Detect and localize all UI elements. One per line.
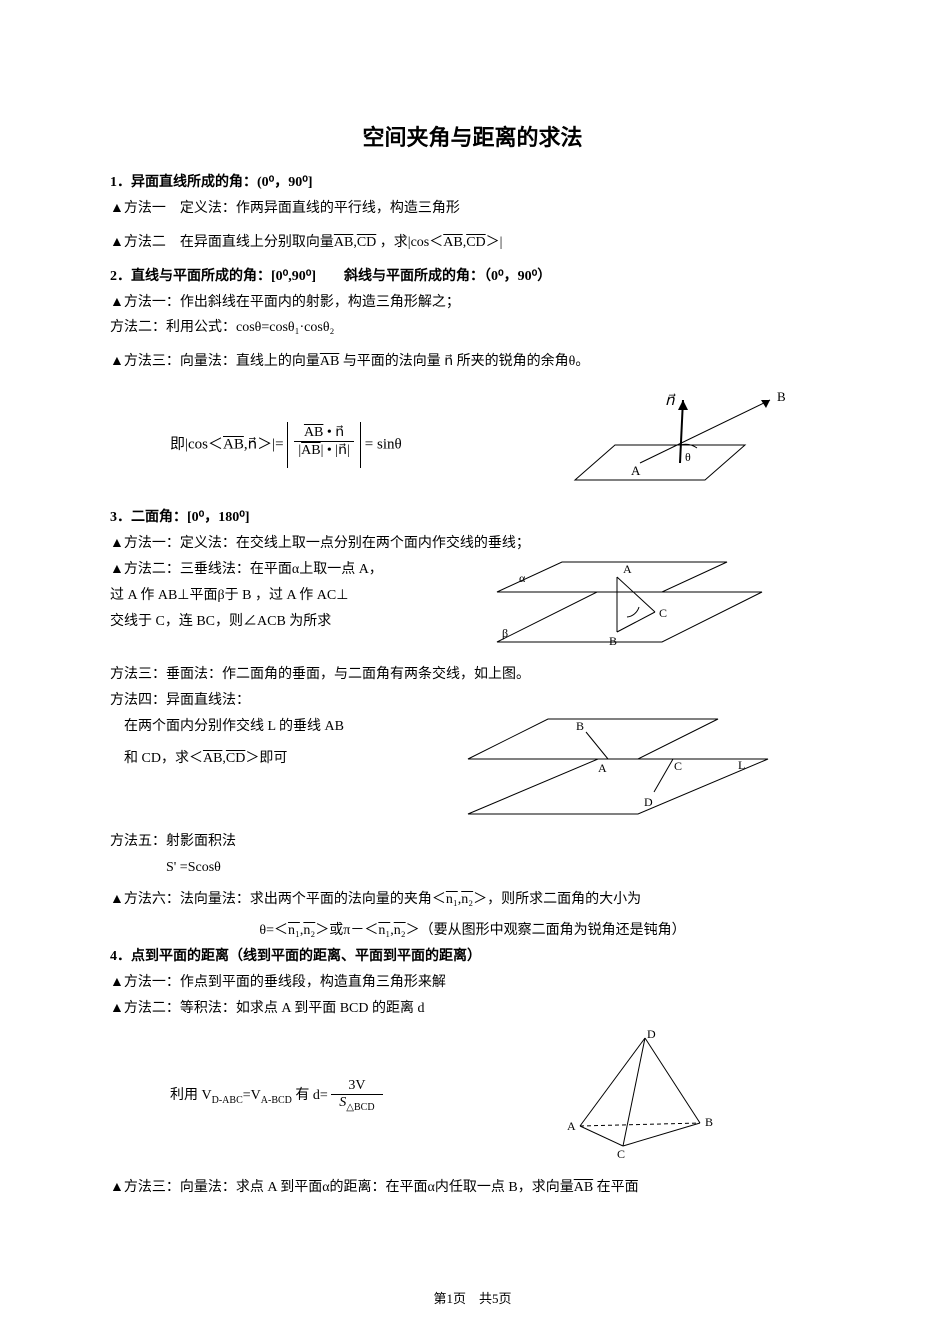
sec1-m1: ▲方法一 定义法：作两异面直线的平行线，构造三角形 bbox=[110, 196, 835, 222]
fig3-label-L: L bbox=[738, 758, 745, 772]
fig3-label-A: A bbox=[598, 761, 607, 775]
fig1-label-theta: θ bbox=[685, 450, 691, 464]
sec3-m6c-d: ＞（要从图形中观察二面角为锐角还是钝角） bbox=[406, 923, 686, 938]
sec3-m4b: 和 CD，求＜AB,CD＞即可 bbox=[110, 746, 458, 772]
sec2-frac-bot-a: AB bbox=[301, 443, 320, 458]
sec3-m6c-v4: n₂ bbox=[394, 923, 406, 938]
fig3-label-C: C bbox=[674, 759, 682, 773]
sec4-equation: 利用 VD-ABC=VA-BCD 有 d= 3V S△BCD bbox=[110, 1078, 545, 1113]
sec4-eq-c: 有 d= bbox=[292, 1088, 328, 1103]
sec1-m2b: ，求|cos＜ bbox=[376, 235, 443, 250]
sec3-m4b-v2: CD bbox=[226, 751, 245, 766]
sec1-heading: 1．异面直线所成的角：(0⁰，90⁰] bbox=[110, 170, 835, 196]
sec3-m3: 方法三：垂面法：作二面角的垂面，与二面角有两条交线，如上图。 bbox=[110, 662, 835, 688]
figure-4: D A B C bbox=[545, 1028, 745, 1158]
sec2-eq-vec1: AB bbox=[223, 437, 244, 453]
sec4-frac-top: 3V bbox=[331, 1078, 382, 1095]
sec3-m6c-v3: n₁ bbox=[378, 923, 390, 938]
fig1-label-n: n⃗ bbox=[665, 393, 677, 409]
sec3-m6c: θ=＜n₁,n₂＞或π－＜n₁,n₂＞（要从图形中观察二面角为锐角还是钝角） bbox=[110, 918, 835, 944]
figure-3: B A C D L bbox=[458, 714, 778, 824]
sec3-m6-v2: n₂ bbox=[461, 892, 473, 907]
sec2-eq-right: = sinθ bbox=[365, 437, 402, 453]
sec1-m2-vec2: CD bbox=[357, 235, 376, 250]
fig4-label-D: D bbox=[647, 1027, 656, 1041]
sec4-frac-bot-sub: △BCD bbox=[346, 1102, 374, 1113]
sec3-m4b-v1: AB bbox=[203, 751, 222, 766]
sec4-m1: ▲方法一：作点到平面的垂线段，构造直角三角形来解 bbox=[110, 970, 835, 996]
sec4-m3-vec: AB bbox=[574, 1180, 593, 1195]
sec3-m4a: 在两个面内分别作交线 L 的垂线 AB bbox=[110, 714, 458, 740]
fig2-label-B: B bbox=[609, 634, 617, 648]
fig1-label-B: B bbox=[777, 389, 786, 404]
fig2-label-C: C bbox=[659, 606, 667, 620]
sec2-frac-top-b: • n⃗ bbox=[323, 425, 344, 440]
sec2-frac-bot-b: | • |n⃗| bbox=[321, 443, 350, 458]
fig3-label-B: B bbox=[576, 719, 584, 733]
sec2-m3: ▲方法三：向量法：直线上的向量AB 与平面的法向量 n⃗ 所夹的锐角的余角θ。 bbox=[110, 349, 835, 375]
sec3-m6c-v2: n₂ bbox=[303, 923, 315, 938]
fig1-label-A: A bbox=[631, 463, 641, 478]
figure-2: α β A B C bbox=[487, 557, 787, 657]
sec3-m2a: ▲方法二：三垂线法：在平面α上取一点 A， bbox=[110, 557, 487, 583]
sec2-frac-top-a: AB bbox=[304, 425, 323, 440]
sec4-m2: ▲方法二：等积法：如求点 A 到平面 BCD 的距离 d bbox=[110, 996, 835, 1022]
sec1-m2-vec3: AB bbox=[443, 235, 462, 250]
sec2-m3-vec: AB bbox=[320, 354, 339, 369]
fig2-label-alpha: α bbox=[519, 571, 526, 585]
sec2-m2: 方法二：利用公式：cosθ=cosθ₁·cosθ₂ bbox=[110, 315, 835, 341]
sec3-m2c: 交线于 C，连 BC，则∠ACB 为所求 bbox=[110, 609, 487, 635]
sec1-m2: ▲方法二 在异面直线上分别取向量AB,CD ，求|cos＜AB,CD＞| bbox=[110, 230, 835, 256]
sec4-m3b: 在平面 bbox=[593, 1180, 639, 1195]
sec2-eq-mid1: ,n⃗＞|= bbox=[244, 437, 284, 453]
sec3-m2b: 过 A 作 AB⊥平面β于 B ，过 A 作 AC⊥ bbox=[110, 583, 487, 609]
sec2-eq-left: 即|cos＜ bbox=[170, 437, 223, 453]
sec4-m3: ▲方法三：向量法：求点 A 到平面α的距离：在平面α内任取一点 B，求向量AB … bbox=[110, 1175, 835, 1201]
page-number: 第1页 共5页 bbox=[0, 1288, 945, 1307]
sec3-m6-v1: n₁ bbox=[446, 892, 458, 907]
sec3-m6c-v1: n₁ bbox=[288, 923, 300, 938]
sec3-m6c-a: θ=＜ bbox=[259, 923, 288, 938]
fig4-label-B: B bbox=[705, 1115, 713, 1129]
sec3-heading: 3．二面角：[0⁰，180⁰] bbox=[110, 505, 835, 531]
sec3-m6c-b: ＞或π－＜ bbox=[315, 923, 378, 938]
sec2-m3a: ▲方法三：向量法：直线上的向量 bbox=[110, 354, 320, 369]
sec1-m2a: ▲方法二 在异面直线上分别取向量 bbox=[110, 235, 334, 250]
fig2-label-beta: β bbox=[502, 626, 508, 640]
sec3-m5: 方法五：射影面积法 bbox=[110, 829, 835, 855]
fig2-label-A: A bbox=[623, 562, 632, 576]
sec3-m4: 方法四：异面直线法： bbox=[110, 688, 835, 714]
sec3-m6a: ▲方法六：法向量法：求出两个平面的法向量的夹角＜ bbox=[110, 892, 446, 907]
sec4-eq-sub1: D-ABC bbox=[212, 1095, 243, 1106]
sec1-m2-vec4: CD bbox=[466, 235, 485, 250]
sec2-m1: ▲方法一：作出斜线在平面内的射影，构造三角形解之； bbox=[110, 290, 835, 316]
sec3-m4b-a: 和 CD，求＜ bbox=[110, 751, 203, 766]
sec4-eq-a: 利用 V bbox=[170, 1088, 212, 1103]
fig4-label-A: A bbox=[567, 1119, 576, 1133]
fig3-label-D: D bbox=[644, 795, 653, 809]
fig4-label-C: C bbox=[617, 1147, 625, 1161]
sec1-m2d: ＞| bbox=[486, 235, 503, 250]
sec3-m5a: S' =Scosθ bbox=[110, 855, 835, 881]
page-title: 空间夹角与距离的求法 bbox=[110, 120, 835, 152]
sec4-eq-b: =V bbox=[243, 1088, 261, 1103]
sec2-heading: 2．直线与平面所成的角：[0⁰,90⁰] 斜线与平面所成的角：（0⁰，90⁰） bbox=[110, 264, 835, 290]
sec4-heading: 4．点到平面的距离（线到平面的距离、平面到平面的距离） bbox=[110, 944, 835, 970]
sec1-m2-vec1: AB bbox=[334, 235, 353, 250]
sec3-m6: ▲方法六：法向量法：求出两个平面的法向量的夹角＜n₁,n₂＞，则所求二面角的大小… bbox=[110, 887, 835, 913]
sec4-eq-sub2: A-BCD bbox=[261, 1095, 292, 1106]
sec3-m4b-d: ＞即可 bbox=[245, 751, 287, 766]
sec4-m3a: ▲方法三：向量法：求点 A 到平面α的距离：在平面α内任取一点 B，求向量 bbox=[110, 1180, 574, 1195]
sec3-m1: ▲方法一：定义法：在交线上取一点分别在两个面内作交线的垂线； bbox=[110, 531, 835, 557]
sec2-equation: 即|cos＜AB,n⃗＞|= AB • n⃗ |AB| • |n⃗| = sin… bbox=[110, 422, 545, 468]
sec2-m3b: 与平面的法向量 n⃗ 所夹的锐角的余角θ。 bbox=[339, 354, 589, 369]
figure-1: A B n⃗ θ bbox=[545, 385, 795, 500]
sec3-m6b: ＞，则所求二面角的大小为 bbox=[473, 892, 641, 907]
